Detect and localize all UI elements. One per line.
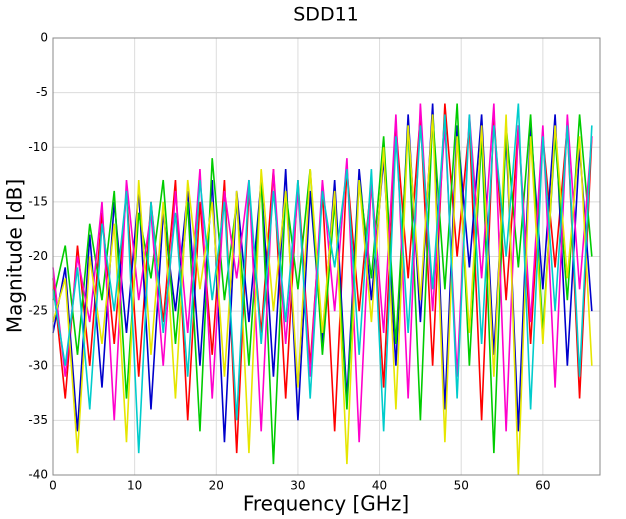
series-line (52, 114, 593, 476)
y-axis-label: Magnitude [dB] (3, 179, 27, 333)
chart-title: SDD11 (293, 4, 359, 26)
y-tick-label: -40 (28, 468, 48, 482)
x-tick-label: 60 (535, 479, 550, 493)
y-tick-label: -10 (28, 140, 48, 154)
x-axis-label: Frequency [GHz] (243, 492, 409, 516)
y-tick-label: -5 (36, 85, 48, 99)
y-tick-label: -35 (28, 413, 48, 427)
y-tick-label: -30 (28, 358, 48, 372)
x-tick-label: 40 (372, 479, 387, 493)
series-line (52, 103, 593, 454)
y-tick-label: 0 (40, 31, 48, 45)
x-tick-label: 10 (127, 479, 142, 493)
x-tick-label: 50 (454, 479, 469, 493)
y-tick-label: -25 (28, 304, 48, 318)
x-tick-label: 20 (209, 479, 224, 493)
plot-border (52, 37, 601, 476)
y-tick-label: -20 (28, 249, 48, 263)
y-tick-label: -15 (28, 194, 48, 208)
series-line (52, 103, 593, 443)
x-tick-label: 30 (290, 479, 305, 493)
x-tick-label: 0 (49, 479, 57, 493)
